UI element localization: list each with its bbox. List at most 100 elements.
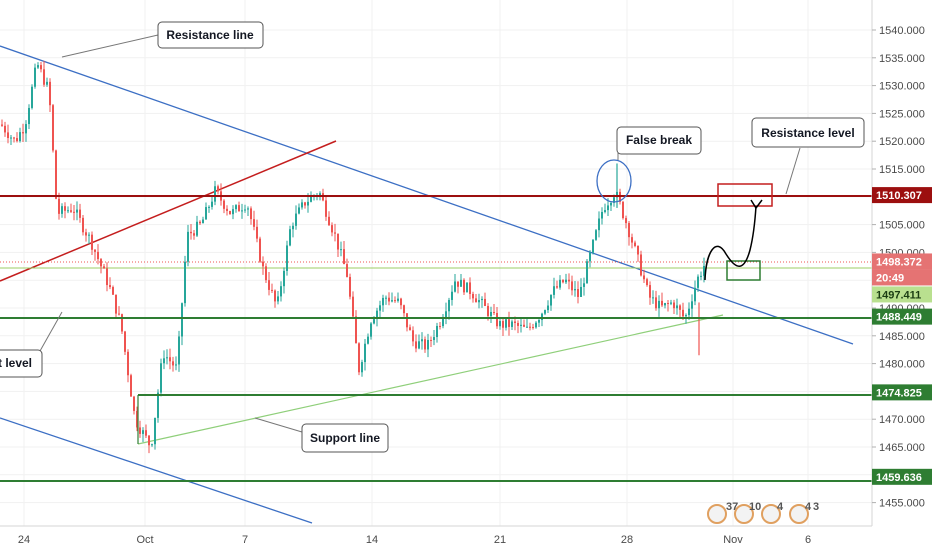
candle-body	[547, 305, 549, 311]
candle-body	[16, 138, 18, 142]
support-trendline[interactable]	[137, 314, 724, 445]
candle-body	[181, 303, 183, 337]
candle-body	[445, 311, 447, 319]
lower-channel-line[interactable]	[0, 417, 313, 524]
candle-body	[304, 202, 306, 206]
candle-body	[577, 289, 579, 297]
candle-body	[142, 430, 144, 434]
candle-body	[280, 286, 282, 297]
candle-body	[256, 226, 258, 239]
target-box-green[interactable]	[726, 260, 761, 281]
candle-body	[691, 301, 693, 309]
candles	[1, 61, 705, 454]
candle-body	[478, 300, 480, 303]
candle-body	[262, 261, 264, 267]
candle-body	[532, 327, 534, 329]
candle-body	[610, 202, 612, 206]
event-badge-flag-icon	[789, 504, 809, 524]
candle-body	[463, 279, 465, 293]
candle-body	[235, 205, 237, 210]
y-tick-label: 1455.000	[879, 498, 925, 510]
candle-body	[550, 294, 552, 306]
candle-body	[682, 309, 684, 317]
price-badge[interactable]	[872, 286, 932, 303]
x-tick-label: 24	[18, 534, 30, 546]
candle-body	[193, 233, 195, 236]
price-badge[interactable]	[872, 187, 932, 204]
projection-arrow	[750, 199, 763, 210]
candle-body	[439, 325, 441, 327]
x-tick-label: 28	[621, 534, 633, 546]
candle-body	[631, 237, 633, 243]
price-badge[interactable]	[872, 308, 932, 325]
callout-resistance-line-text: Resistance line	[166, 28, 254, 42]
y-tick-label: 1465.000	[879, 442, 925, 454]
price-badge-label: 1459.636	[876, 472, 922, 484]
target-box-red[interactable]	[717, 183, 773, 207]
callout-support-level[interactable]	[0, 349, 43, 378]
candle-body	[562, 279, 564, 283]
x-tick-label: 14	[366, 534, 378, 546]
candle-body	[253, 219, 255, 227]
candle-body	[667, 303, 669, 305]
time-axis: 24 Oct 7 14 21 28 Nov 6	[18, 534, 811, 546]
callout-resistance-level[interactable]	[751, 117, 865, 148]
candle-body	[484, 298, 486, 306]
candle-body	[226, 208, 228, 211]
y-tick-label: 1505.000	[879, 220, 925, 232]
candle-body	[607, 205, 609, 211]
candle-body	[511, 321, 513, 327]
price-badge[interactable]	[872, 468, 932, 485]
candle-body	[604, 210, 606, 212]
candle-body	[553, 286, 555, 295]
candle-body	[217, 186, 219, 192]
price-badge[interactable]	[872, 269, 932, 286]
candle-body	[187, 231, 189, 262]
candle-body	[205, 207, 207, 220]
candle-body	[337, 233, 339, 250]
candle-body	[391, 300, 393, 302]
candle-body	[301, 202, 303, 208]
candle-body	[4, 125, 6, 133]
annotations: Resistance line False break Resistance l…	[0, 21, 872, 524]
candle-body	[100, 259, 102, 267]
event-badge-count: 4	[805, 501, 812, 513]
candle-body	[151, 444, 153, 446]
candle-body	[211, 201, 213, 207]
callout-support-line[interactable]	[301, 423, 389, 453]
candle-body	[259, 238, 261, 262]
candle-body	[115, 294, 117, 314]
candle-body	[544, 310, 546, 314]
candle-body	[628, 223, 630, 238]
candle-body	[415, 341, 417, 349]
candle-body	[7, 132, 9, 139]
callout-resistance-line[interactable]	[157, 21, 264, 49]
candle-body	[583, 283, 585, 287]
y-tick-label: 1520.000	[879, 136, 925, 148]
candle-body	[574, 289, 576, 291]
candle-body	[28, 107, 30, 125]
callout-false-break[interactable]	[616, 126, 702, 155]
red-rising-trendline[interactable]	[0, 140, 337, 282]
candle-body	[19, 132, 21, 142]
candle-body	[502, 321, 504, 328]
candle-body	[238, 205, 240, 212]
candle-body	[40, 65, 42, 70]
candle-body	[643, 275, 645, 280]
candle-body	[541, 313, 543, 321]
price-badge[interactable]	[872, 384, 932, 401]
candle-body	[586, 261, 588, 284]
candle-body	[112, 287, 114, 295]
candle-body	[76, 209, 78, 213]
y-tick-label: 1485.000	[879, 331, 925, 343]
candle-body	[250, 208, 252, 220]
candle-body	[295, 213, 297, 226]
event-badges[interactable]: 37 10 4 4 3	[707, 501, 819, 524]
candle-body	[55, 150, 57, 199]
price-badge-label: 1474.825	[876, 387, 922, 399]
false-break-circle[interactable]	[596, 159, 632, 203]
y-tick-label: 1515.000	[879, 164, 925, 176]
price-badge[interactable]	[872, 253, 932, 270]
candle-body	[364, 343, 366, 363]
